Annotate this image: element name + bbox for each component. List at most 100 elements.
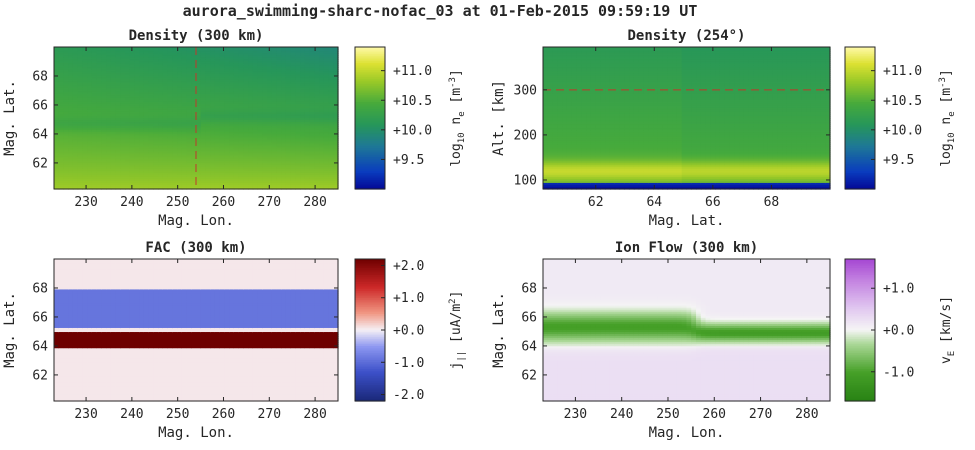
heatmap-cell xyxy=(323,77,330,81)
heatmap-cell xyxy=(547,57,554,60)
heatmap-cell xyxy=(172,136,178,139)
heatmap-cell xyxy=(87,93,93,97)
heatmap-cell xyxy=(229,144,235,147)
heatmap-cell xyxy=(314,132,320,135)
heatmap-cell xyxy=(129,55,136,58)
heatmap-cell xyxy=(172,168,178,172)
heatmap-cell xyxy=(143,55,150,58)
heatmap-cell xyxy=(191,51,197,54)
heatmap-cell xyxy=(77,144,83,147)
heatmap-cell xyxy=(210,77,216,81)
heatmap-cell xyxy=(72,122,79,125)
heatmap-cell xyxy=(87,73,93,76)
heatmap-cell xyxy=(125,109,131,113)
heatmap-cell xyxy=(571,79,578,83)
heatmap-cell xyxy=(276,111,282,115)
heatmap-cell xyxy=(252,67,259,70)
heatmap-cell xyxy=(257,93,263,97)
heatmap-cell xyxy=(271,170,278,174)
heatmap-cell xyxy=(552,172,558,176)
heatmap-cell xyxy=(143,65,150,68)
heatmap-cell xyxy=(200,146,207,150)
heatmap-cell xyxy=(158,87,164,91)
heatmap-cell xyxy=(72,47,79,50)
heatmap-cell xyxy=(243,87,249,91)
heatmap-cell xyxy=(106,140,112,143)
heatmap-cell xyxy=(248,47,254,50)
heatmap-cell xyxy=(63,174,69,178)
heatmap-cell xyxy=(219,152,225,156)
heatmap-cell xyxy=(571,122,578,125)
heatmap-cell xyxy=(172,130,178,133)
heatmap-cell xyxy=(276,85,282,89)
heatmap-cell xyxy=(167,182,173,186)
heatmap-cell xyxy=(162,55,169,58)
heatmap-cell xyxy=(304,134,311,137)
heatmap-cell xyxy=(552,113,558,117)
heatmap-cell xyxy=(300,99,306,103)
heatmap-cell xyxy=(134,120,140,123)
heatmap-cell xyxy=(167,134,173,137)
heatmap-cell xyxy=(129,168,136,172)
heatmap-cell xyxy=(143,59,150,62)
heatmap-cell xyxy=(162,115,169,119)
heatmap-cell xyxy=(139,144,145,147)
heatmap-cell xyxy=(323,71,330,74)
heatmap-cell xyxy=(248,176,254,180)
heatmap-cell xyxy=(63,134,69,137)
heatmap-cell xyxy=(181,174,188,178)
heatmap-cell xyxy=(257,142,263,145)
heatmap-cell xyxy=(219,150,225,154)
heatmap-cell xyxy=(285,158,292,162)
heatmap-cell xyxy=(172,63,178,66)
heatmap-cell xyxy=(115,160,121,164)
heatmap-cell xyxy=(172,97,178,101)
heatmap-cell xyxy=(571,134,578,137)
heatmap-cell xyxy=(267,69,273,72)
heatmap-cell xyxy=(115,103,121,107)
heatmap-cell xyxy=(262,71,268,74)
heatmap-cell xyxy=(129,71,136,74)
heatmap-cell xyxy=(290,95,296,99)
heatmap-cell xyxy=(295,95,301,99)
heatmap-cell xyxy=(319,71,325,74)
heatmap-cell xyxy=(309,87,315,91)
heatmap-cell xyxy=(134,71,140,74)
heatmap-cell xyxy=(214,61,221,64)
heatmap-cell xyxy=(552,120,558,123)
heatmap-cell xyxy=(200,124,207,127)
heatmap-cell xyxy=(96,49,102,52)
heatmap-cell xyxy=(68,118,74,121)
heatmap-cell xyxy=(333,55,339,58)
heatmap-cell xyxy=(314,55,320,58)
heatmap-cell xyxy=(186,101,192,105)
heatmap-cell xyxy=(87,47,93,50)
heatmap-cell xyxy=(91,75,98,79)
heatmap-cell xyxy=(571,164,578,168)
heatmap-cell xyxy=(115,89,121,93)
heatmap-cell xyxy=(229,134,235,137)
heatmap-cell xyxy=(200,120,207,123)
heatmap-cell xyxy=(125,140,131,143)
heatmap-cell xyxy=(323,172,330,176)
heatmap-cell xyxy=(110,176,117,180)
heatmap-cell xyxy=(295,178,301,182)
heatmap-cell xyxy=(58,178,65,182)
heatmap-cell xyxy=(300,49,306,52)
heatmap-cell xyxy=(229,65,235,68)
heatmap-cell xyxy=(153,162,159,166)
heatmap-cell xyxy=(87,85,93,89)
heatmap-cell xyxy=(233,176,240,180)
colorbar-segment xyxy=(355,112,385,116)
heatmap-cell xyxy=(276,134,282,137)
heatmap-cell xyxy=(229,148,235,152)
heatmap-cell xyxy=(153,144,159,147)
colorbar-segment xyxy=(355,132,385,135)
heatmap-cell xyxy=(233,59,240,62)
heatmap-cell xyxy=(172,166,178,170)
heatmap-cell xyxy=(271,154,278,158)
heatmap-cell xyxy=(91,97,98,101)
heatmap-cell xyxy=(543,61,549,64)
heatmap-cell xyxy=(547,132,554,135)
heatmap-cell xyxy=(290,77,296,81)
